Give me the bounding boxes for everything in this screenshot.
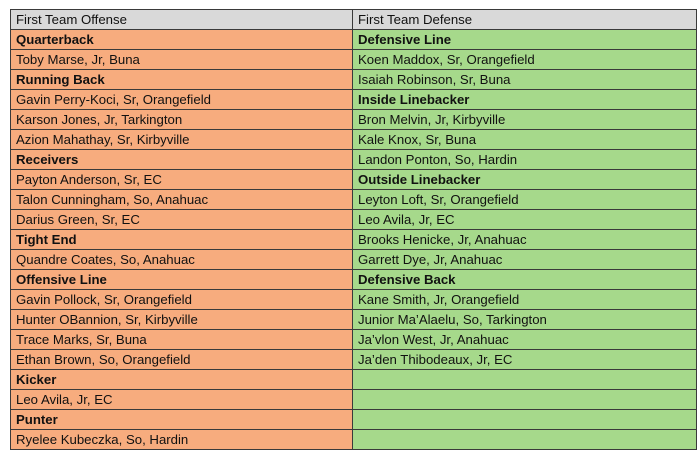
table-row: Offensive Line Defensive Back: [10, 269, 697, 290]
defense-player-cell[interactable]: Landon Ponton, So, Hardin: [352, 149, 697, 170]
defense-position-heading[interactable]: Inside Linebacker: [352, 89, 697, 110]
offense-position-heading[interactable]: Tight End: [10, 229, 353, 250]
offense-position-heading[interactable]: Receivers: [10, 149, 353, 170]
defense-position-heading[interactable]: Outside Linebacker: [352, 169, 697, 190]
defense-position-heading[interactable]: Defensive Back: [352, 269, 697, 290]
offense-player-cell[interactable]: Ryelee Kubeczka, So, Hardin: [10, 429, 353, 450]
defense-empty-cell[interactable]: [352, 429, 697, 450]
offense-position-heading[interactable]: Punter: [10, 409, 353, 430]
defense-player-cell[interactable]: Leo Avila, Jr, EC: [352, 209, 697, 230]
defense-empty-cell[interactable]: [352, 369, 697, 390]
offense-player-cell[interactable]: Gavin Perry-Koci, Sr, Orangefield: [10, 89, 353, 110]
offense-player-cell[interactable]: Leo Avila, Jr, EC: [10, 389, 353, 410]
offense-player-cell[interactable]: Darius Green, Sr, EC: [10, 209, 353, 230]
defense-empty-cell[interactable]: [352, 409, 697, 430]
table-row: Talon Cunningham, So, Anahuac Leyton Loft…: [10, 189, 697, 210]
table-row: Ryelee Kubeczka, So, Hardin: [10, 429, 697, 450]
defense-column-header[interactable]: First Team Defense: [352, 9, 697, 30]
table-row: Running Back Isaiah Robinson, Sr, Buna: [10, 69, 697, 90]
offense-player-cell[interactable]: Payton Anderson, Sr, EC: [10, 169, 353, 190]
defense-player-cell[interactable]: Ja’den Thibodeaux, Jr, EC: [352, 349, 697, 370]
table-row: Leo Avila, Jr, EC: [10, 389, 697, 410]
defense-player-cell[interactable]: Isaiah Robinson, Sr, Buna: [352, 69, 697, 90]
defense-position-heading[interactable]: Defensive Line: [352, 29, 697, 50]
offense-player-cell[interactable]: Toby Marse, Jr, Buna: [10, 49, 353, 70]
defense-player-cell[interactable]: Kane Smith, Jr, Orangefield: [352, 289, 697, 310]
defense-empty-cell[interactable]: [352, 389, 697, 410]
table-row: Tight End Brooks Henicke, Jr, Anahuac: [10, 229, 697, 250]
defense-player-cell[interactable]: Brooks Henicke, Jr, Anahuac: [352, 229, 697, 250]
table-row: Gavin Perry-Koci, Sr, Orangefield Inside …: [10, 89, 697, 110]
defense-player-cell[interactable]: Bron Melvin, Jr, Kirbyville: [352, 109, 697, 130]
table-row: Quandre Coates, So, Anahuac Garrett Dye, …: [10, 249, 697, 270]
offense-player-cell[interactable]: Talon Cunningham, So, Anahuac: [10, 189, 353, 210]
defense-player-cell[interactable]: Ja’vlon West, Jr, Anahuac: [352, 329, 697, 350]
table-row: Punter: [10, 409, 697, 430]
table-row: Darius Green, Sr, EC Leo Avila, Jr, EC: [10, 209, 697, 230]
offense-position-heading[interactable]: Offensive Line: [10, 269, 353, 290]
table-row: Trace Marks, Sr, Buna Ja’vlon West, Jr, A…: [10, 329, 697, 350]
table-body: Quarterback Defensive Line Toby Marse, Jr,…: [10, 29, 697, 450]
defense-player-cell[interactable]: Koen Maddox, Sr, Orangefield: [352, 49, 697, 70]
table-row: Quarterback Defensive Line: [10, 29, 697, 50]
offense-player-cell[interactable]: Karson Jones, Jr, Tarkington: [10, 109, 353, 130]
defense-player-cell[interactable]: Kale Knox, Sr, Buna: [352, 129, 697, 150]
all-district-team-table: First Team Offense First Team Defense Qu…: [10, 9, 697, 450]
defense-player-cell[interactable]: Leyton Loft, Sr, Orangefield: [352, 189, 697, 210]
table-row: Payton Anderson, Sr, EC Outside Linebacke…: [10, 169, 697, 190]
table-row: Receivers Landon Ponton, So, Hardin: [10, 149, 697, 170]
header-row: First Team Offense First Team Defense: [10, 9, 697, 30]
table-row: Ethan Brown, So, Orangefield Ja’den Thibo…: [10, 349, 697, 370]
table-row: Gavin Pollock, Sr, Orangefield Kane Smith…: [10, 289, 697, 310]
offense-player-cell[interactable]: Hunter OBannion, Sr, Kirbyville: [10, 309, 353, 330]
offense-position-heading[interactable]: Quarterback: [10, 29, 353, 50]
offense-player-cell[interactable]: Quandre Coates, So, Anahuac: [10, 249, 353, 270]
offense-player-cell[interactable]: Ethan Brown, So, Orangefield: [10, 349, 353, 370]
table-row: Azion Mahathay, Sr, Kirbyville Kale Knox,…: [10, 129, 697, 150]
offense-position-heading[interactable]: Kicker: [10, 369, 353, 390]
offense-player-cell[interactable]: Azion Mahathay, Sr, Kirbyville: [10, 129, 353, 150]
offense-column-header[interactable]: First Team Offense: [10, 9, 353, 30]
offense-player-cell[interactable]: Trace Marks, Sr, Buna: [10, 329, 353, 350]
offense-position-heading[interactable]: Running Back: [10, 69, 353, 90]
offense-player-cell[interactable]: Gavin Pollock, Sr, Orangefield: [10, 289, 353, 310]
table-row: Hunter OBannion, Sr, Kirbyville Junior Ma…: [10, 309, 697, 330]
table-row: Kicker: [10, 369, 697, 390]
defense-player-cell[interactable]: Garrett Dye, Jr, Anahuac: [352, 249, 697, 270]
defense-player-cell[interactable]: Junior Ma’Alaelu, So, Tarkington: [352, 309, 697, 330]
table-row: Karson Jones, Jr, Tarkington Bron Melvin,…: [10, 109, 697, 130]
table-row: Toby Marse, Jr, Buna Koen Maddox, Sr, Ora…: [10, 49, 697, 70]
